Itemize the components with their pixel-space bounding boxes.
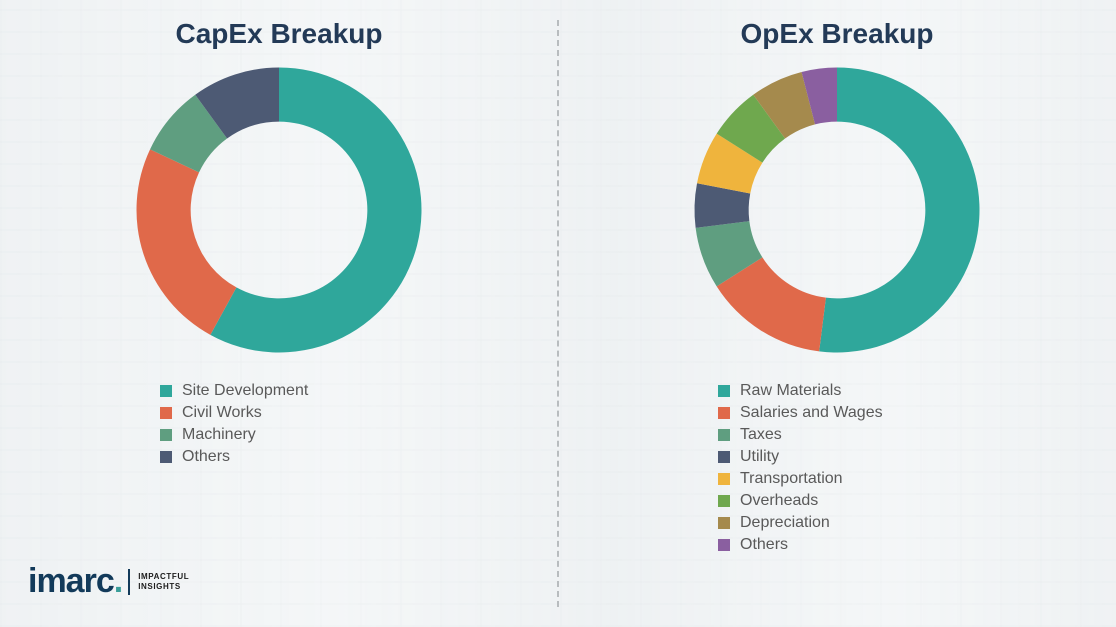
opex-legend-swatch-1 (718, 407, 730, 419)
capex-legend-label-2: Machinery (182, 426, 256, 444)
opex-legend-row-7: Others (718, 536, 883, 554)
opex-legend-row-2: Taxes (718, 426, 883, 444)
opex-legend-row-5: Overheads (718, 492, 883, 510)
opex-donut-chart (687, 60, 987, 360)
capex-donut-chart (129, 60, 429, 360)
capex-legend-label-0: Site Development (182, 382, 308, 400)
logo-dot-icon: . (114, 562, 122, 600)
capex-panel: CapEx Breakup Site Development Civil Work… (0, 0, 558, 627)
capex-legend-row-2: Machinery (160, 426, 308, 444)
opex-legend-swatch-7 (718, 539, 730, 551)
opex-legend-row-3: Utility (718, 448, 883, 466)
logo-separator (128, 569, 130, 595)
capex-legend-label-3: Others (182, 448, 230, 466)
logo-tagline: IMPACTFUL INSIGHTS (138, 572, 189, 590)
opex-legend-label-0: Raw Materials (740, 382, 841, 400)
capex-title: CapEx Breakup (176, 18, 383, 50)
opex-legend-swatch-4 (718, 473, 730, 485)
opex-legend-label-2: Taxes (740, 426, 782, 444)
capex-donut-svg (129, 60, 429, 360)
logo-tagline-line2: INSIGHTS (138, 582, 181, 591)
capex-slice-1 (137, 149, 237, 335)
capex-legend-swatch-3 (160, 451, 172, 463)
capex-legend: Site Development Civil Works Machinery Othe… (160, 378, 308, 470)
opex-legend-swatch-6 (718, 517, 730, 529)
logo-text: imarc (28, 562, 114, 600)
opex-legend-row-4: Transportation (718, 470, 883, 488)
logo-wordmark: imarc. (28, 562, 122, 601)
opex-legend-swatch-0 (718, 385, 730, 397)
capex-legend-swatch-0 (160, 385, 172, 397)
capex-legend-row-1: Civil Works (160, 404, 308, 422)
capex-legend-row-0: Site Development (160, 382, 308, 400)
opex-legend-label-6: Depreciation (740, 514, 830, 532)
opex-legend-row-0: Raw Materials (718, 382, 883, 400)
opex-legend-label-5: Overheads (740, 492, 818, 510)
opex-legend-label-1: Salaries and Wages (740, 404, 883, 422)
capex-legend-swatch-1 (160, 407, 172, 419)
imarc-logo: imarc. IMPACTFUL INSIGHTS (28, 562, 189, 601)
opex-donut-svg (687, 60, 987, 360)
opex-legend: Raw Materials Salaries and Wages Taxes Util… (718, 378, 883, 558)
opex-slice-0 (819, 68, 979, 353)
capex-legend-label-1: Civil Works (182, 404, 262, 422)
opex-panel: OpEx Breakup Raw Materials Salaries and W… (558, 0, 1116, 627)
opex-legend-label-3: Utility (740, 448, 779, 466)
opex-legend-row-6: Depreciation (718, 514, 883, 532)
opex-title: OpEx Breakup (741, 18, 934, 50)
logo-tagline-line1: IMPACTFUL (138, 572, 189, 581)
opex-legend-label-7: Others (740, 536, 788, 554)
opex-legend-swatch-5 (718, 495, 730, 507)
opex-legend-label-4: Transportation (740, 470, 843, 488)
capex-legend-swatch-2 (160, 429, 172, 441)
opex-legend-swatch-2 (718, 429, 730, 441)
opex-legend-row-1: Salaries and Wages (718, 404, 883, 422)
opex-legend-swatch-3 (718, 451, 730, 463)
capex-legend-row-3: Others (160, 448, 308, 466)
